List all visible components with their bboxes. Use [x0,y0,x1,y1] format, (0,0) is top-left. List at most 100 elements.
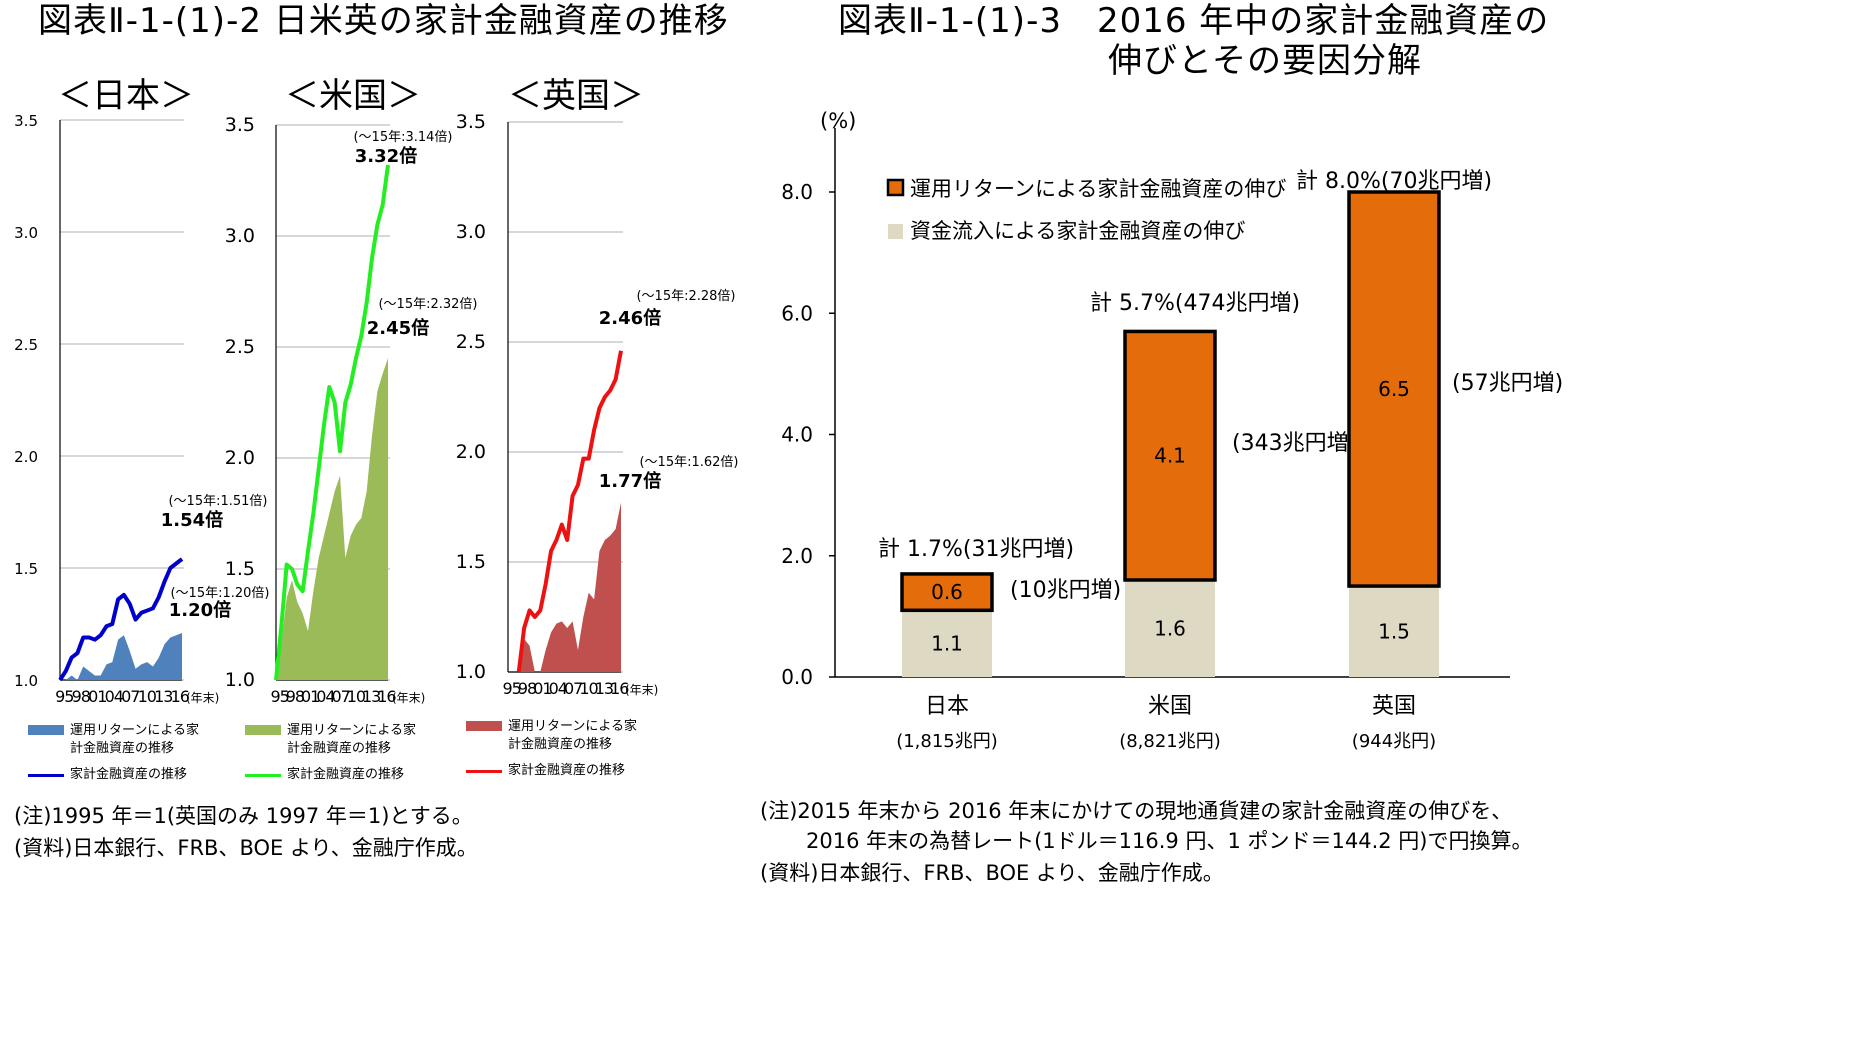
y-tick-label: 3.5 [14,112,38,130]
y-tick-label: 1.5 [225,558,255,580]
x-tick-label: 95 [55,687,73,706]
x-tick-label: 16 [171,687,190,706]
bar-inflow [1125,580,1215,677]
bar-return-label: 0.6 [931,580,963,604]
y-tick-label: 2.5 [225,336,255,358]
x-tick-label: 01 [533,679,551,698]
stacked-bar-chart: 0.0 2.0 4.0 6.0 8.0 (%) 運用リターンによる家計金融資産の伸び資金流入… [781,109,1563,752]
return-amount-label: (343兆円増) [1232,431,1357,456]
x-tick-label: 10 [138,687,157,706]
annotation-value: 1.20倍 [169,599,231,621]
x-tick-label: 95 [503,679,521,698]
line-series-total [274,164,390,681]
x-tick-label: 98 [72,687,91,706]
annotation-small: (〜15年:3.14倍) [353,130,452,145]
legend-label-return: 運用リターンによる家計金融資産の伸び [910,177,1286,201]
y-tick-label: 3.0 [456,221,486,243]
legend-label: 家計金融資産の推移 [508,763,626,778]
x-tick-label: 95 [270,687,288,706]
right-note-line1: (注)2015 年末から 2016 年末にかけての現地通貨建の家計金融資産の伸び… [760,799,1513,823]
line-series-total [58,557,184,682]
y-tick-label: 1.0 [225,669,255,691]
annotation-small: (〜15年:2.32倍) [378,297,477,312]
left-line-charts: 1.01.52.02.53.03.59598010407101316(年末)(〜… [14,111,738,706]
right-source: (資料)日本銀行、FRB、BOE より、金融庁作成。 [760,861,1224,885]
category-sub-label: (8,821兆円) [1119,731,1221,752]
x-tick-label: 04 [316,687,335,706]
annotation-small: (〜15年:1.20倍) [170,586,269,601]
y-tick-label: 2.0 [456,441,486,463]
legend-swatch-line [28,773,64,777]
bar-inflow [902,610,992,677]
legend-swatch-inflow [888,224,903,239]
bar-total-label: 計 1.7%(31兆円増) [878,537,1074,562]
left-source: (資料)日本銀行、FRB、BOE より、金融庁作成。 [14,836,478,860]
annotation-small: (〜15年:1.51倍) [168,494,267,509]
x-tick-label: 07 [564,679,582,698]
x-tick-label: 98 [518,679,537,698]
x-axis-unit: (年末) [186,691,219,705]
us-panel-title: ＜米国＞ [285,76,421,116]
legend-label: 運用リターンによる家計金融資産の推移 [287,723,416,756]
annotation-value: 3.32倍 [355,145,417,167]
uk-legend: 運用リターンによる家計金融資産の推移 家計金融資産の推移 [466,718,648,780]
y-tick-label: 3.0 [225,225,255,247]
bar-inflow [1349,586,1439,677]
legend-swatch-area [466,721,502,731]
bar-return-label: 6.5 [1378,377,1410,401]
y-tick-label: 0.0 [781,665,813,689]
category-label: 日本 [925,694,969,719]
left-figure-title: 図表Ⅱ-1-(1)-2 日米英の家計金融資産の推移 [38,1,729,41]
legend-label: 運用リターンによる家計金融資産の推移 [508,719,637,752]
area-series-return [60,632,182,680]
uk-panel-title: ＜英国＞ [508,76,644,116]
x-tick-label: 01 [301,687,319,706]
bar-return-label: 4.1 [1154,444,1186,468]
right-note-line2: 2016 年末の為替レート(1ドル＝116.9 円、1 ポンド＝144.2 円)… [806,829,1533,853]
legend-swatch-area [28,725,64,735]
line-series-total [516,350,623,673]
x-tick-label: 07 [331,687,349,706]
category-label: 米国 [1148,694,1192,719]
y-tick-label: 2.0 [225,447,255,469]
annotation-value: 2.46倍 [599,307,661,329]
area-series-return [518,502,621,672]
category-sub-label: (1,815兆円) [896,731,998,752]
y-tick-label: 1.5 [456,551,486,573]
x-tick-label: 98 [286,687,305,706]
y-tick-label: 3.5 [225,114,255,136]
y-axis-unit: (%) [820,109,856,133]
bar-inflow-label: 1.6 [1154,617,1186,641]
x-tick-label: 13 [595,679,613,698]
japan-legend: 運用リターンによる家計金融資産の推移 家計金融資産の推移 [28,722,210,784]
bar-inflow-label: 1.1 [931,632,963,656]
left-note: (注)1995 年＝1(英国のみ 1997 年＝1)とする。 [14,804,473,828]
x-tick-label: 13 [154,687,172,706]
us-legend: 運用リターンによる家計金融資産の推移 家計金融資産の推移 [245,722,427,784]
return-amount-label: (10兆円増) [1010,578,1121,603]
x-tick-label: 10 [347,687,366,706]
y-tick-label: 3.5 [456,111,486,133]
right-figure-title-line2: 伸びとその要因分解 [1108,41,1422,81]
annotation-small: (〜15年:1.62倍) [639,455,738,470]
x-tick-label: 16 [377,687,396,706]
x-axis-unit: (年末) [625,683,658,697]
x-tick-label: 07 [121,687,139,706]
legend-label: 家計金融資産の推移 [70,767,188,782]
return-amount-label: (57兆円増) [1452,371,1563,396]
bar-inflow-label: 1.5 [1378,620,1410,644]
right-figure-title-line1: 図表Ⅱ-1-(1)-3 2016 年中の家計金融資産の [838,1,1550,41]
category-label: 英国 [1372,694,1416,719]
legend-swatch-line [466,769,502,773]
x-tick-label: 13 [362,687,380,706]
y-tick-label: 8.0 [781,180,813,204]
y-tick-label: 2.5 [14,336,38,354]
y-tick-label: 1.0 [14,672,38,690]
y-tick-label: 1.5 [14,560,38,578]
area-series-return [276,358,388,680]
legend-label: 家計金融資産の推移 [287,767,405,782]
bar-total-label: 計 5.7%(474兆円増) [1090,291,1300,316]
category-sub-label: (944兆円) [1352,731,1436,752]
y-tick-label: 2.5 [456,331,486,353]
x-tick-label: 16 [610,679,629,698]
